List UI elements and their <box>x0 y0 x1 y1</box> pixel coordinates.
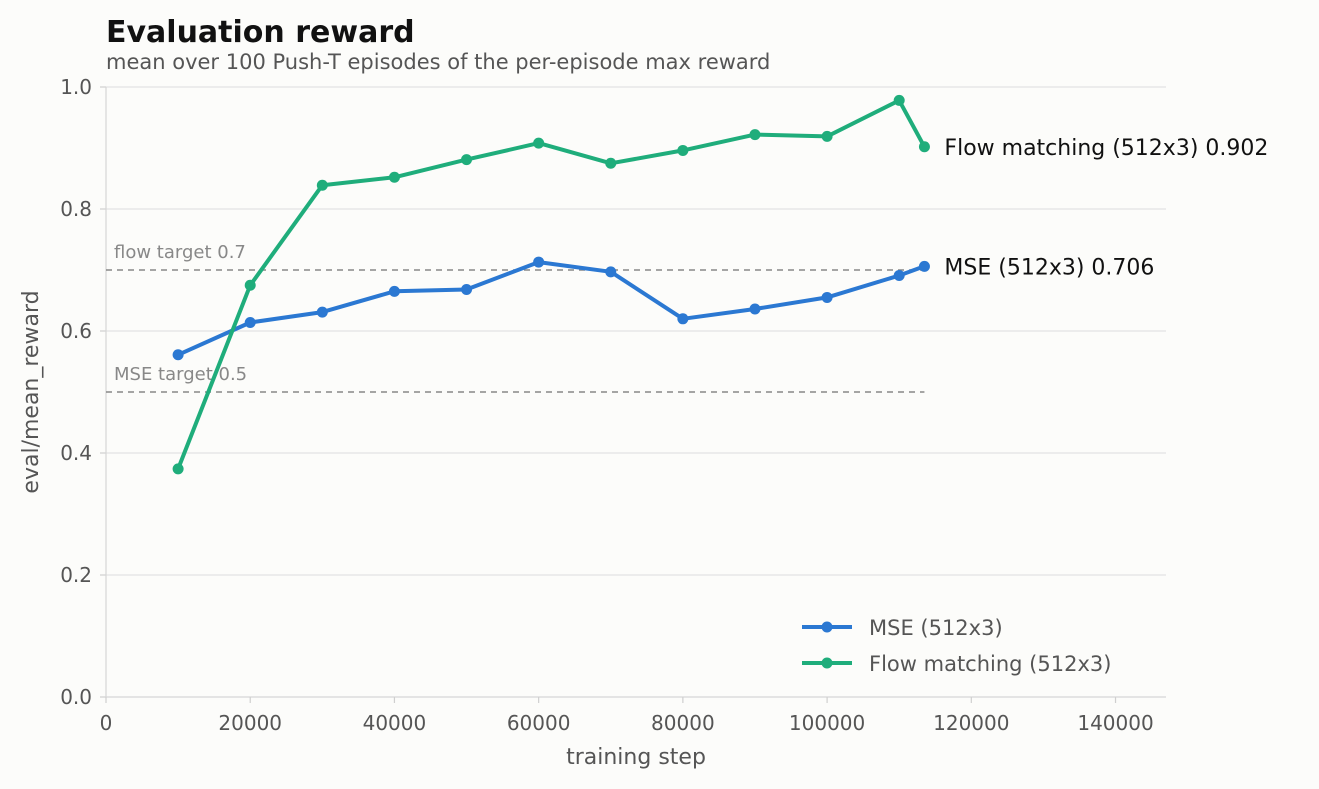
data-point <box>821 291 833 303</box>
data-point <box>244 316 256 328</box>
data-point <box>533 256 545 268</box>
series-line <box>176 260 927 357</box>
data-point <box>677 144 689 156</box>
series-end-label: Flow matching (512x3) 0.902 <box>944 136 1268 161</box>
reference-lines: flow target 0.7 MSE target 0.5 <box>106 242 925 393</box>
data-point <box>388 171 400 183</box>
data-point <box>918 141 930 153</box>
x-tick-label: 20000 <box>218 711 282 735</box>
series-end-label: MSE (512x3) 0.706 <box>944 255 1154 280</box>
chart-title: Evaluation reward <box>106 15 415 50</box>
y-tick-label: 0.6 <box>60 319 92 343</box>
chart-subtitle: mean over 100 Push-T episodes of the per… <box>106 50 770 74</box>
x-tick-label: 140000 <box>1077 711 1153 735</box>
data-point <box>461 154 473 166</box>
data-point <box>316 306 328 318</box>
x-tick-label: 40000 <box>363 711 427 735</box>
data-point <box>918 260 930 272</box>
data-point <box>893 94 905 106</box>
data-point <box>749 303 761 315</box>
series-line <box>176 98 927 471</box>
data-point <box>677 313 689 325</box>
data-point <box>749 129 761 141</box>
data-point <box>605 157 617 169</box>
y-tick-label: 0.4 <box>60 441 92 465</box>
x-tick-label: 80000 <box>651 711 715 735</box>
legend: MSE (512x3) Flow matching (512x3) <box>802 616 1111 676</box>
data-point <box>244 279 256 291</box>
axes: 0.0 0.2 0.4 0.6 0.8 1.0 0 20000 40000 60000 80000 1… <box>60 75 1166 735</box>
reference-label: flow target 0.7 <box>114 242 246 263</box>
x-axis-label: training step <box>566 745 706 770</box>
legend-swatch-marker <box>821 621 833 633</box>
x-tick-label: 0 <box>100 711 113 735</box>
reference-label: MSE target 0.5 <box>114 364 247 385</box>
data-point <box>316 179 328 191</box>
x-tick-label: 120000 <box>933 711 1009 735</box>
data-point <box>533 137 545 149</box>
y-axis-label: eval/mean_reward <box>19 290 44 493</box>
x-tick-label: 100000 <box>789 711 865 735</box>
legend-entry: MSE (512x3) <box>869 616 1003 640</box>
data-point <box>821 130 833 142</box>
data-point <box>461 284 473 296</box>
data-point <box>172 349 184 361</box>
y-tick-label: 0.0 <box>60 685 92 709</box>
data-point <box>172 463 184 475</box>
y-tick-label: 0.2 <box>60 563 92 587</box>
y-tick-label: 0.8 <box>60 197 92 221</box>
series: MSE (512x3) 0.706 Flow matching (512x3) 0… <box>172 94 1268 475</box>
legend-entry: Flow matching (512x3) <box>869 652 1111 676</box>
x-tick-label: 60000 <box>507 711 571 735</box>
y-tick-label: 1.0 <box>60 75 92 99</box>
grid <box>106 86 1166 576</box>
data-point <box>388 285 400 297</box>
legend-swatch-marker <box>821 657 833 669</box>
data-point <box>893 269 905 281</box>
data-point <box>605 266 617 278</box>
